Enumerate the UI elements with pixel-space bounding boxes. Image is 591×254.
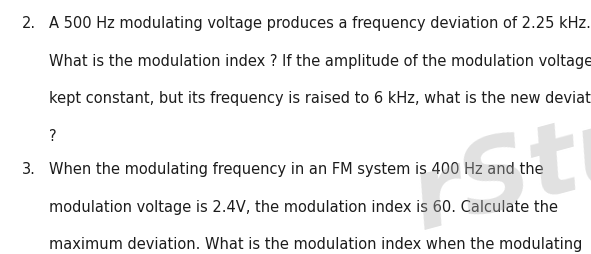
Text: When the modulating frequency in an FM system is 400 Hz and the: When the modulating frequency in an FM s… bbox=[50, 162, 544, 177]
Text: 2.: 2. bbox=[22, 16, 36, 31]
Text: What is the modulation index ? If the amplitude of the modulation voltage is: What is the modulation index ? If the am… bbox=[50, 54, 591, 69]
Text: ?: ? bbox=[50, 128, 57, 143]
Text: A 500 Hz modulating voltage produces a frequency deviation of 2.25 kHz.: A 500 Hz modulating voltage produces a f… bbox=[50, 16, 591, 31]
Text: modulation voltage is 2.4V, the modulation index is 60. Calculate the: modulation voltage is 2.4V, the modulati… bbox=[50, 199, 558, 214]
Text: 3.: 3. bbox=[22, 162, 36, 177]
Text: rStu: rStu bbox=[402, 94, 591, 249]
Text: kept constant, but its frequency is raised to 6 kHz, what is the new deviation: kept constant, but its frequency is rais… bbox=[50, 91, 591, 106]
Text: maximum deviation. What is the modulation index when the modulating: maximum deviation. What is the modulatio… bbox=[50, 236, 583, 251]
